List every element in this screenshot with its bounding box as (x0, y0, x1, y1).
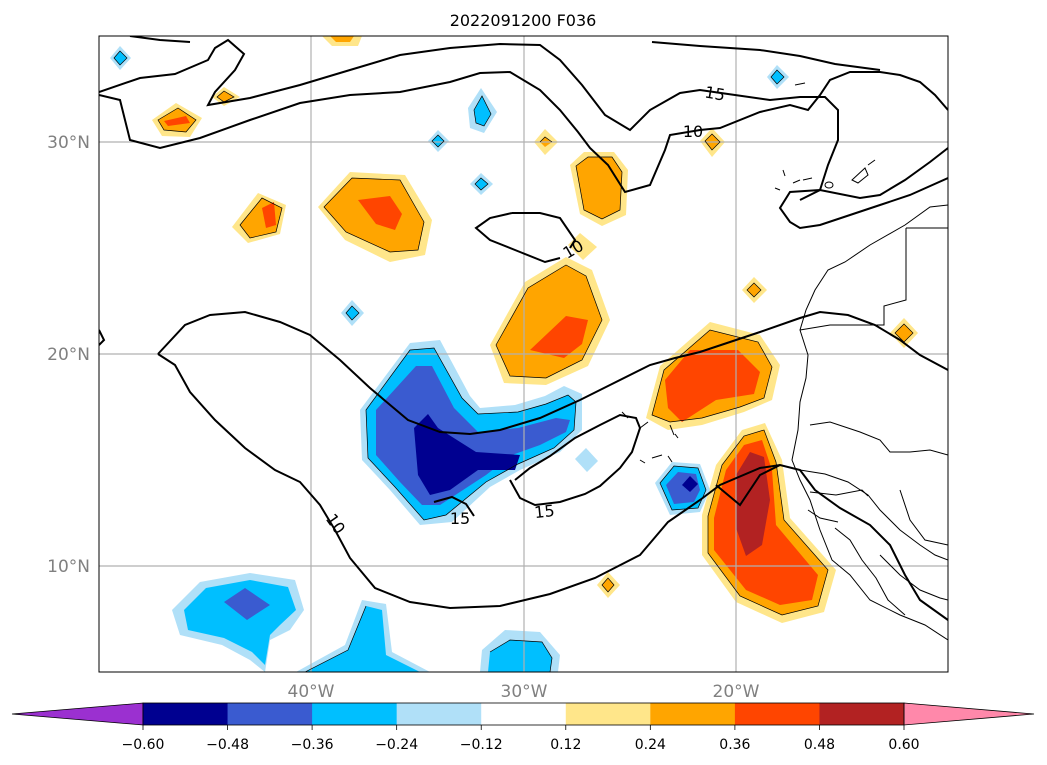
colorbar-tick-label-7: 0.36 (719, 737, 750, 753)
colorbar-tick-label-1: −0.48 (206, 737, 249, 753)
lat-label-30n: 30°N (47, 133, 90, 153)
colorbar-cell-5 (565, 703, 651, 725)
colorbar-tick-label-4: −0.12 (460, 737, 503, 753)
colorbar-cell-0 (143, 703, 229, 725)
map-title: 2022091200 F036 (450, 11, 597, 30)
colorbar-tick-label-5: 0.12 (550, 737, 581, 753)
colorbar-cell-4 (481, 703, 567, 725)
lat-label-10n: 10°N (47, 557, 90, 577)
map-content: 15 10 10 10 15 15 (99, 36, 948, 672)
colorbar-under-extend (11, 702, 144, 726)
map-frame (98, 35, 949, 673)
colorbar-tick-label-2: −0.36 (291, 737, 334, 753)
coastlines (621, 82, 948, 641)
colorbar-cell-2 (312, 703, 398, 725)
colorbar-tick-label-0: −0.60 (122, 737, 165, 753)
colorbar-cell-7 (734, 703, 820, 725)
latitude-labels: 30°N 20°N 10°N (47, 133, 90, 577)
contour-label-6: 15 (533, 501, 555, 522)
colorbar-tick-label-8: 0.48 (804, 737, 835, 753)
colorbar-tick-label-6: 0.24 (635, 737, 666, 753)
colorbar-over-extend (903, 702, 1035, 726)
colorbar-cell-3 (396, 703, 482, 725)
lon-label-30w: 30°W (501, 682, 548, 702)
lon-label-20w: 20°W (713, 682, 760, 702)
contour-label-5: 15 (450, 509, 470, 528)
colorbar-cells (143, 703, 905, 725)
colorbar-cell-8 (819, 703, 905, 725)
contour-label-2: 10 (683, 122, 703, 141)
colorbar: −0.60 −0.48 −0.36 −0.24 −0.12 0.12 0.24 0.36 0.4… (11, 702, 1035, 753)
gridlines (99, 36, 948, 672)
colorbar-ticks: −0.60 −0.48 −0.36 −0.24 −0.12 0.12 0.24 0.36 0.4… (122, 725, 920, 753)
anomaly-outlines (113, 50, 914, 672)
colorbar-cell-1 (227, 703, 313, 725)
colorbar-frame (142, 702, 905, 726)
line-contours (99, 36, 948, 621)
lon-label-40w: 40°W (288, 682, 335, 702)
colorbar-cell-6 (650, 703, 736, 725)
colorbar-tick-label-3: −0.24 (375, 737, 418, 753)
longitude-labels: 40°W 30°W 20°W (288, 682, 760, 702)
lat-label-20n: 20°N (47, 345, 90, 365)
colorbar-tick-label-9: 0.60 (888, 737, 919, 753)
contour-label-1: 15 (703, 82, 726, 104)
